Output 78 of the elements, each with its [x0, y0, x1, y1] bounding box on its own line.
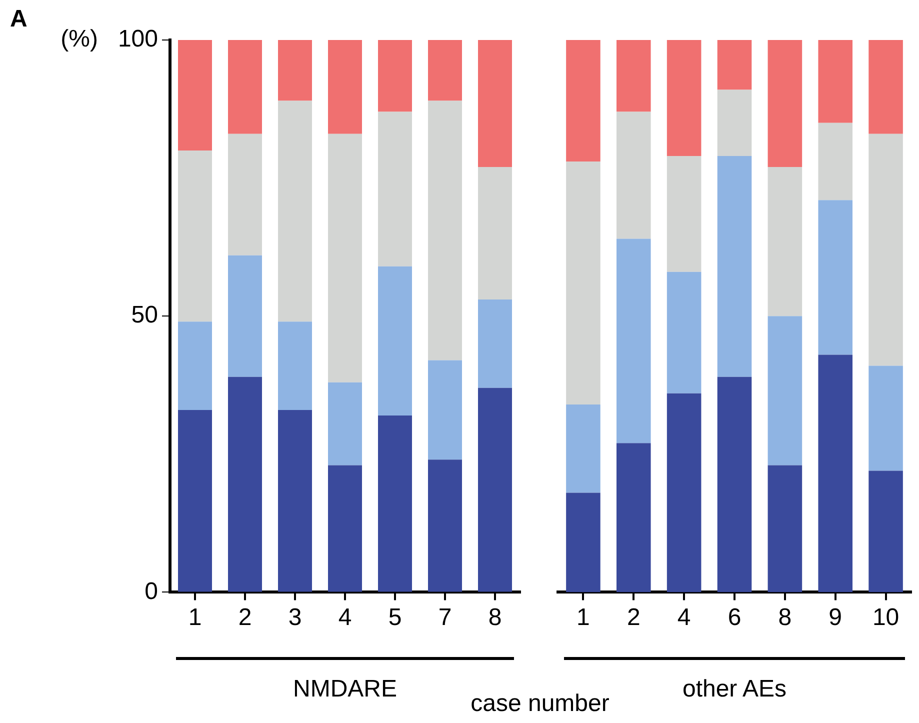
bar	[717, 90, 752, 156]
bar	[666, 40, 702, 156]
bar	[616, 443, 651, 592]
bar	[328, 40, 362, 134]
x-axis-title: NMDARE	[292, 676, 398, 703]
x-tick-label: 6	[728, 604, 742, 632]
text: case number	[470, 690, 610, 718]
bar	[868, 134, 903, 366]
bar	[717, 376, 752, 592]
bar	[666, 272, 702, 394]
x-tick-label: 4	[677, 604, 691, 632]
bar	[818, 40, 853, 123]
bar	[566, 492, 600, 592]
y-tick-label: 100	[118, 26, 158, 53]
x-tick-label: 7	[438, 604, 452, 632]
bar	[178, 150, 212, 322]
bar	[378, 266, 412, 416]
bar	[278, 40, 312, 101]
bar	[717, 156, 752, 377]
x-tick-label: 3	[288, 604, 302, 632]
bar	[616, 112, 651, 239]
bar	[378, 415, 412, 592]
bar	[768, 40, 802, 168]
bar	[178, 322, 212, 410]
bar	[278, 410, 312, 592]
bar	[616, 238, 651, 444]
x-tick-label: 1	[576, 604, 590, 632]
x-tick-label: 2	[238, 604, 252, 632]
bar	[228, 255, 262, 377]
y-tick-label: 50	[131, 302, 158, 329]
x-axis-title: other AEs	[682, 676, 787, 703]
bar	[328, 382, 362, 466]
bar	[868, 470, 903, 592]
bar	[478, 388, 512, 592]
bar	[478, 40, 512, 168]
bar	[768, 316, 802, 466]
bar	[428, 40, 462, 101]
x-tick-label: 2	[626, 604, 640, 632]
bar	[868, 40, 903, 134]
y-axis-title: (%)	[60, 26, 98, 53]
bar	[228, 376, 262, 592]
bar	[566, 404, 600, 493]
chart-title: A	[10, 6, 28, 33]
bar	[818, 354, 853, 592]
bar	[818, 200, 853, 355]
bar	[328, 465, 362, 592]
bar	[228, 134, 262, 256]
bar	[328, 134, 362, 382]
bar	[378, 112, 412, 266]
bar	[566, 40, 600, 162]
x-tick-label: 9	[828, 604, 842, 632]
bar	[478, 300, 512, 388]
bar	[378, 40, 412, 112]
bar	[478, 167, 512, 300]
bar	[278, 100, 312, 322]
y-tick-label: 0	[144, 578, 158, 605]
x-tick-label: 1	[188, 604, 202, 632]
bar	[228, 40, 262, 134]
bar	[717, 40, 752, 90]
x-tick-label: 10	[872, 604, 900, 632]
bar	[616, 40, 651, 112]
bar	[666, 156, 702, 272]
bar	[666, 393, 702, 592]
bar	[178, 410, 212, 592]
bar	[868, 366, 903, 471]
x-tick-label: 8	[488, 604, 502, 632]
x-tick-label: 5	[388, 604, 402, 632]
x-tick-label: 4	[338, 604, 352, 632]
bar	[278, 322, 312, 410]
bar	[178, 40, 212, 150]
x-tick-label: 8	[778, 604, 792, 632]
bar	[428, 100, 462, 360]
bar	[818, 122, 853, 200]
bar	[428, 460, 462, 592]
bar	[768, 465, 802, 592]
bar	[428, 360, 462, 460]
bar	[566, 161, 600, 404]
bar	[768, 167, 802, 316]
